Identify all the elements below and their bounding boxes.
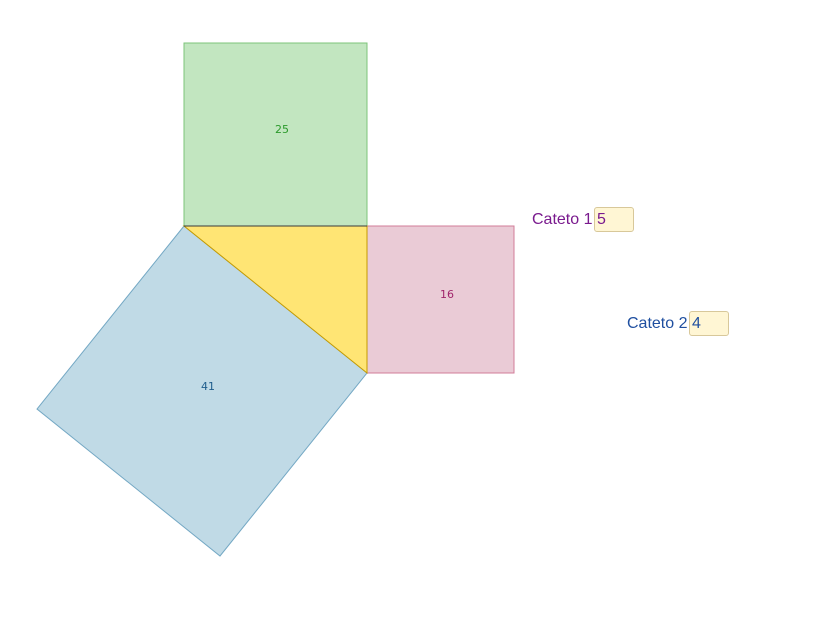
input-label: Cateto 2 <box>627 315 688 332</box>
input-box[interactable]: 5 <box>594 207 634 232</box>
area-label: 41 <box>201 380 215 393</box>
area-label: 25 <box>275 123 289 136</box>
input-label: Cateto 1 <box>532 211 593 228</box>
area-label: 16 <box>440 288 454 301</box>
input-box[interactable]: 4 <box>689 311 729 336</box>
